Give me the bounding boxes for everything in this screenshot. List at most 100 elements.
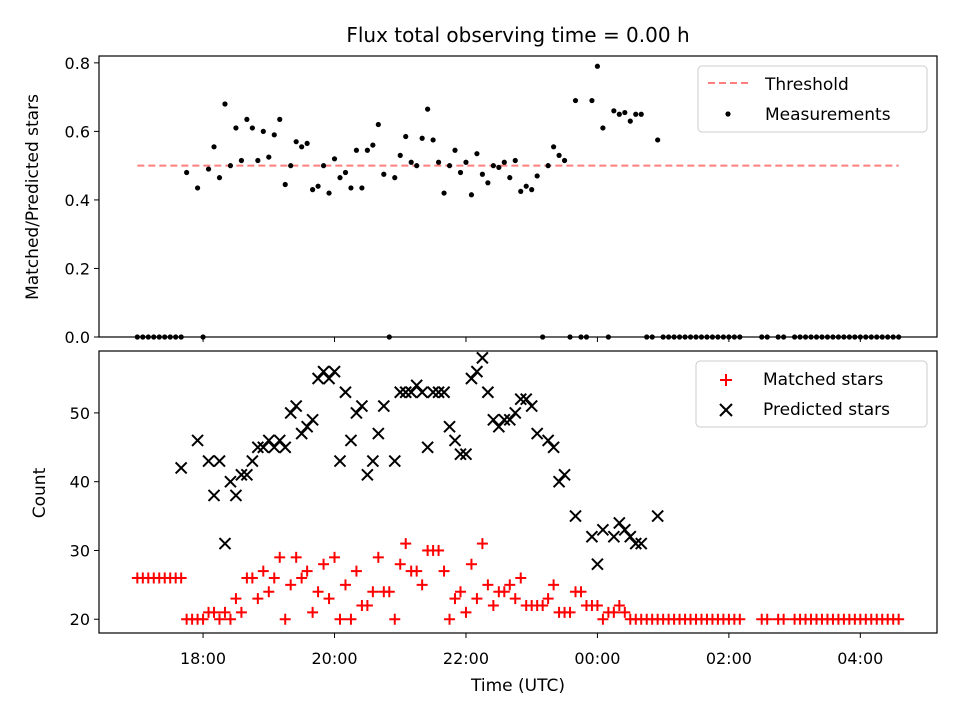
matched-star-point [383, 586, 395, 598]
measurement-point [271, 132, 277, 138]
matched-star-point [487, 599, 499, 611]
measurement-point [249, 125, 255, 131]
predicted-star-point-b [624, 530, 637, 543]
top-chart-panel: 0.00.20.40.60.8 Matched/Predicted stars … [23, 54, 938, 347]
top-y-tick-label: 0.8 [65, 54, 90, 73]
measurement-point [315, 183, 321, 189]
matched-star-point [591, 599, 603, 611]
bottom-y-tick-label: 50 [70, 404, 90, 423]
predicted-star-point [229, 489, 243, 502]
predicted-star-point-b [426, 386, 440, 399]
predicted-star-point [246, 454, 259, 468]
predicted-star-point-b [289, 399, 303, 413]
predicted-star-point [366, 454, 380, 468]
top-x-axis-ticks [202, 337, 861, 342]
predicted-star-point [355, 399, 369, 413]
predicted-star-point [361, 468, 374, 482]
matched-star-point [509, 593, 521, 605]
predicted-star-point-b [547, 441, 560, 454]
measurement-point [277, 116, 283, 122]
predicted-star-point-b [273, 434, 286, 447]
measurement-point [364, 147, 370, 153]
predicted-star-point [498, 413, 511, 426]
measurement-point [633, 111, 639, 117]
matched-stars-legend-label: Matched stars [763, 370, 883, 390]
predicted-star-point-b [591, 558, 604, 571]
measurement-point [337, 175, 343, 181]
predicted-star-point [585, 530, 599, 543]
measurement-point [534, 173, 540, 179]
predicted-star-point-b [317, 365, 330, 378]
measurement-point [233, 125, 239, 131]
matched-star-point [334, 613, 346, 625]
predicted-star-point-b [224, 475, 237, 488]
bottom-x-axis: 18:00 20:00 22:00 00:00 02:00 04:00 [180, 633, 883, 668]
bottom-y-axis: 20 30 40 50 [70, 404, 99, 629]
predicted-star-point [415, 386, 429, 399]
top-legend-box [697, 65, 928, 133]
measurement-point [227, 163, 234, 169]
predicted-star-point-b [629, 537, 642, 550]
matched-star-point [219, 606, 231, 618]
matched-star-point [433, 544, 445, 556]
predicted-star-point-b [476, 351, 489, 365]
matched-star-point [542, 593, 554, 605]
measurement-point [414, 163, 420, 169]
measurement-point [299, 144, 305, 150]
measurement-point [523, 183, 529, 189]
matched-star-point [389, 613, 401, 625]
predicted-star-point-b [361, 468, 374, 482]
predicted-star-point-b [569, 509, 582, 523]
predicted-star-point [591, 558, 604, 571]
measurement-point [211, 144, 217, 150]
measurement-point [244, 116, 250, 122]
measurement-point [556, 152, 562, 158]
predicted-star-point-b [213, 454, 226, 468]
measurement-point [600, 125, 606, 131]
x-tick-label: 00:00 [574, 649, 620, 668]
predicted-star-point-b [470, 365, 484, 378]
matched-star-point [454, 586, 466, 598]
measurements-legend-label: Measurements [765, 105, 891, 125]
matched-star-point [613, 599, 625, 611]
matched-star-point [778, 613, 790, 625]
measurement-point [463, 159, 469, 165]
measurement-point [611, 108, 617, 114]
bottom-legend-box [695, 360, 928, 428]
measurement-point [397, 152, 403, 158]
measurement-point [441, 190, 447, 196]
predicted-star-point-b [235, 468, 248, 482]
predicted-star-point [218, 537, 232, 550]
matched-star-point [372, 551, 384, 563]
matched-star-point [252, 593, 264, 605]
predicted-star-point-b [262, 434, 275, 447]
predicted-star-point [202, 454, 215, 468]
measurement-point [545, 163, 551, 169]
predicted-star-point [394, 386, 407, 399]
predicted-star-point [629, 537, 642, 550]
predicted-star-point [344, 434, 358, 447]
predicted-star-point-b [306, 413, 319, 426]
matched-star-point [274, 551, 286, 563]
predicted-star-point [481, 386, 495, 399]
measurement-point [370, 142, 376, 148]
predicted-star-point-b [635, 537, 648, 550]
matched-star-point [197, 613, 209, 625]
measurement-point [326, 190, 332, 196]
predicted-star-point-b [388, 454, 401, 468]
measurement-point [375, 121, 381, 128]
predicted-star-point-b [410, 379, 423, 392]
matched-star-point [235, 606, 247, 618]
matched-star-point [213, 613, 225, 625]
matched-star-point [361, 599, 373, 611]
predicted-star-point [191, 434, 204, 447]
predicted-star-point [525, 399, 538, 413]
measurement-point [561, 157, 568, 164]
measurement-point [216, 175, 223, 181]
matched-star-point [345, 613, 357, 625]
predicted-star-point-b [487, 413, 500, 426]
measurement-point [435, 159, 442, 165]
predicted-star-point [569, 509, 582, 523]
measurement-point [485, 180, 491, 186]
